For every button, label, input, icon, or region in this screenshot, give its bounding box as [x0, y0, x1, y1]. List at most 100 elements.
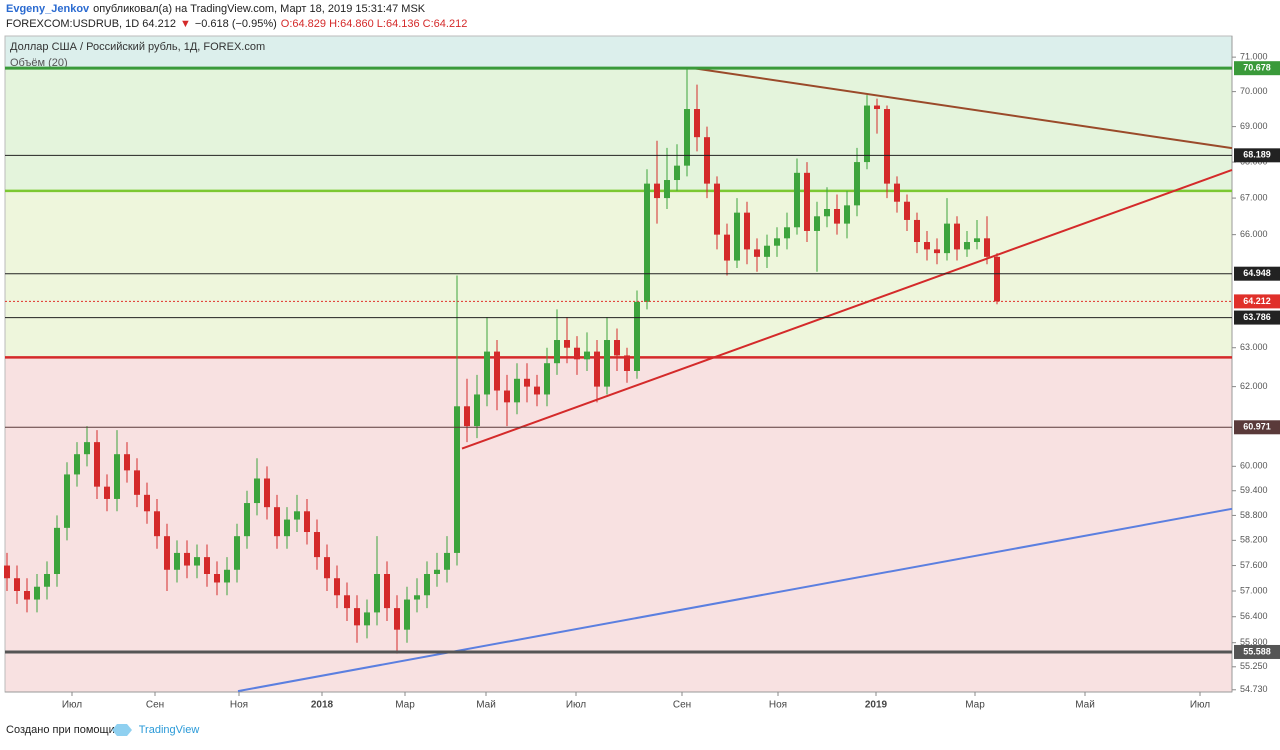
footer: Создано при помощи TradingView — [6, 724, 199, 736]
candle-body — [124, 454, 130, 471]
price-label-box — [1234, 644, 1280, 659]
candle-body — [274, 507, 280, 537]
candle-body — [574, 347, 580, 360]
price-label: 64.948 — [1243, 268, 1271, 278]
symbol-line: FOREXCOM:USDRUB, 1D 64.212 ▼ −0.618 (−0.95… — [6, 18, 467, 30]
chart-subtitle: Объём (20) — [10, 57, 68, 69]
candle-body — [4, 565, 10, 579]
footer-text: Создано при помощи — [6, 724, 115, 736]
candle-body — [74, 454, 80, 475]
candle-body — [664, 180, 670, 199]
candle-body — [354, 608, 360, 626]
candle-body — [304, 511, 310, 533]
candle-body — [934, 249, 940, 254]
x-tick-label: Ноя — [769, 700, 787, 711]
change: −0.618 (−0.95%) — [195, 18, 277, 30]
candle-body — [704, 137, 710, 184]
candle-body — [284, 519, 290, 537]
author[interactable]: Evgeny_Jenkov — [6, 3, 90, 15]
candle-body — [104, 486, 110, 499]
candle-body — [584, 351, 590, 360]
candle-body — [644, 183, 650, 302]
y-tick-label: 67.000 — [1240, 192, 1268, 202]
candle-body — [674, 165, 680, 181]
candle-body — [974, 238, 980, 243]
x-tick-label: Май — [476, 700, 496, 711]
candle-body — [744, 212, 750, 250]
price-label-box — [1234, 310, 1280, 325]
candle-body — [914, 219, 920, 243]
candle-body — [694, 109, 700, 138]
y-tick-label: 62.000 — [1240, 381, 1268, 391]
candle-body — [784, 227, 790, 239]
y-tick-label: 54.730 — [1240, 684, 1268, 694]
candle-body — [854, 162, 860, 206]
candle-body — [624, 355, 630, 371]
symbol: FOREXCOM:USDRUB, 1D 64.212 — [6, 18, 176, 30]
x-tick-label: Май — [1075, 700, 1095, 711]
x-tick-label: Мар — [965, 700, 985, 711]
candle-body — [344, 595, 350, 609]
price-label: 60.971 — [1243, 422, 1271, 432]
candle-body — [754, 249, 760, 257]
candle-body — [494, 351, 500, 391]
x-tick-label: Июл — [62, 700, 82, 711]
candle-body — [434, 569, 440, 574]
y-tick-label: 70.000 — [1240, 86, 1268, 96]
candle-body — [174, 552, 180, 570]
candle-body — [964, 242, 970, 250]
y-tick-label: 59.400 — [1240, 485, 1268, 495]
candle-body — [834, 208, 840, 224]
candle-body — [404, 599, 410, 630]
candle-body — [564, 340, 570, 348]
price-label: 64.212 — [1243, 296, 1271, 306]
y-tick-label: 58.800 — [1240, 510, 1268, 520]
candle-body — [444, 552, 450, 570]
trend-line — [237, 507, 1233, 693]
candle-body — [924, 242, 930, 250]
price-label: 70.678 — [1243, 63, 1271, 73]
y-tick-label: 71.000 — [1240, 52, 1268, 62]
y-tick-label: 58.200 — [1240, 535, 1268, 545]
candle-body — [654, 183, 660, 199]
candle-body — [594, 351, 600, 387]
y-tick-label: 56.400 — [1240, 611, 1268, 621]
candle-body — [524, 378, 530, 387]
y-tick-label: 66.000 — [1240, 229, 1268, 239]
price-label: 55.588 — [1243, 646, 1271, 656]
candle-body — [134, 470, 140, 495]
candle-body — [724, 234, 730, 261]
candle-body — [224, 569, 230, 583]
candle-body — [894, 183, 900, 202]
candle-body — [614, 340, 620, 356]
price-label-box — [1234, 148, 1280, 163]
candle-body — [474, 394, 480, 427]
candle-body — [34, 586, 40, 600]
candle-body — [864, 105, 870, 163]
y-tick-label: 69.000 — [1240, 121, 1268, 131]
candle-body — [244, 503, 250, 537]
candle-body — [334, 578, 340, 596]
x-tick-label: 2018 — [311, 700, 334, 711]
zone — [5, 357, 1232, 692]
trend-line — [692, 67, 1233, 150]
candle-body — [804, 172, 810, 231]
y-tick-label: 55.800 — [1240, 637, 1268, 647]
price-label-box — [1234, 294, 1280, 309]
candle-body — [364, 612, 370, 626]
footer-brand[interactable]: TradingView — [139, 724, 200, 736]
ohlc: O:64.829 H:64.860 L:64.136 C:64.212 — [281, 18, 468, 30]
price-label: 68.189 — [1243, 150, 1271, 160]
candle-body — [844, 205, 850, 224]
candle-body — [464, 406, 470, 427]
candle-body — [24, 590, 30, 600]
logo — [112, 724, 132, 736]
candle-body — [114, 454, 120, 499]
candle-body — [824, 208, 830, 217]
candle-body — [684, 109, 690, 166]
x-tick-label: Июл — [566, 700, 586, 711]
candle-body — [994, 256, 1000, 302]
candle-body — [874, 105, 880, 110]
published: опубликовал(а) на TradingView.com, Март … — [93, 3, 426, 15]
candle-body — [164, 536, 170, 570]
